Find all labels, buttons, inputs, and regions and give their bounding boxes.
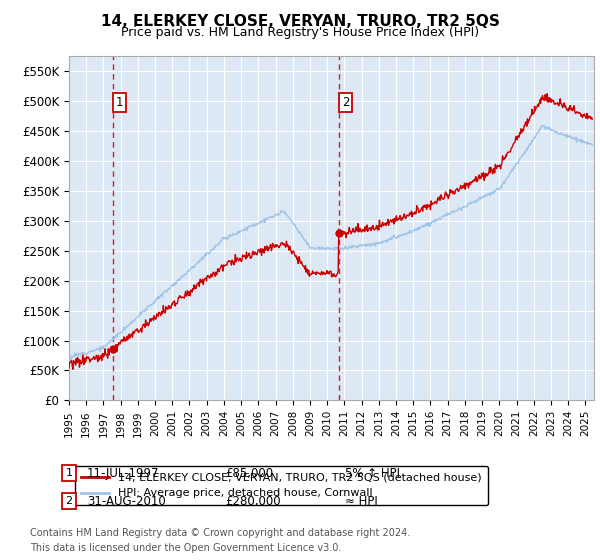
Text: 5% ↑ HPI: 5% ↑ HPI bbox=[345, 466, 400, 480]
Text: 2: 2 bbox=[65, 496, 73, 506]
Legend: 14, ELERKEY CLOSE, VERYAN, TRURO, TR2 5QS (detached house), HPI: Average price, : 14, ELERKEY CLOSE, VERYAN, TRURO, TR2 5Q… bbox=[74, 466, 488, 505]
Text: 31-AUG-2010: 31-AUG-2010 bbox=[87, 494, 166, 508]
Text: ≈ HPI: ≈ HPI bbox=[345, 494, 378, 508]
Text: 1: 1 bbox=[65, 468, 73, 478]
Text: 1: 1 bbox=[116, 96, 124, 109]
Text: Price paid vs. HM Land Registry's House Price Index (HPI): Price paid vs. HM Land Registry's House … bbox=[121, 26, 479, 39]
Text: 14, ELERKEY CLOSE, VERYAN, TRURO, TR2 5QS: 14, ELERKEY CLOSE, VERYAN, TRURO, TR2 5Q… bbox=[101, 14, 499, 29]
Text: 2: 2 bbox=[342, 96, 349, 109]
Text: £85,000: £85,000 bbox=[225, 466, 273, 480]
Text: £280,000: £280,000 bbox=[225, 494, 281, 508]
Text: This data is licensed under the Open Government Licence v3.0.: This data is licensed under the Open Gov… bbox=[30, 543, 341, 553]
Text: 11-JUL-1997: 11-JUL-1997 bbox=[87, 466, 160, 480]
Text: Contains HM Land Registry data © Crown copyright and database right 2024.: Contains HM Land Registry data © Crown c… bbox=[30, 528, 410, 538]
